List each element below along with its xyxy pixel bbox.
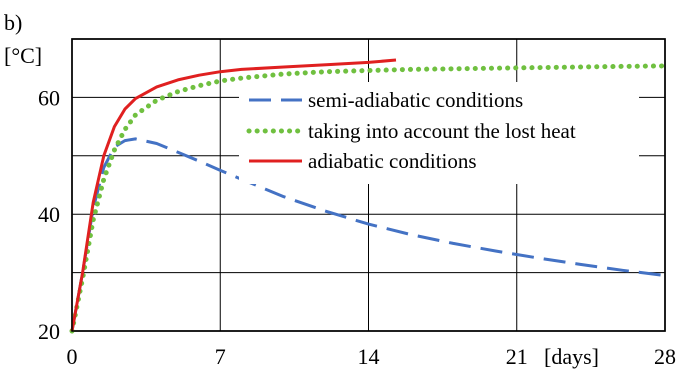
y-tick-label: 20 — [38, 319, 60, 344]
y-tick-label: 60 — [38, 85, 60, 110]
legend-box — [239, 82, 639, 184]
y-tick-label: 40 — [38, 202, 60, 227]
x-axis-label: [days] — [544, 344, 599, 369]
legend-label-3: adiabatic conditions — [308, 149, 477, 173]
x-tick-labels: 0 7 14 21 28 — [67, 344, 677, 369]
legend-label-2: taking into account the lost heat — [308, 119, 576, 143]
x-tick-label: 14 — [358, 344, 380, 369]
x-tick-label: 28 — [654, 344, 676, 369]
x-axis-label-bg — [537, 334, 647, 374]
series-line-1 — [70, 137, 666, 332]
plot-frame — [71, 38, 666, 332]
y-tick-labels: 20 40 60 — [38, 85, 60, 344]
x-tick-label: 21 — [506, 344, 528, 369]
panel-label: b) — [4, 10, 22, 35]
series-group — [69, 58, 668, 334]
series-line-3 — [70, 58, 397, 332]
y-axis-label: [°C] — [4, 43, 42, 68]
series-line-2 — [69, 63, 668, 334]
legend-label-1: semi-adiabatic conditions — [308, 88, 523, 112]
legend: semi-adiabatic conditions taking into acc… — [239, 82, 639, 184]
x-tick-label: 7 — [215, 344, 226, 369]
x-tick-label: 0 — [67, 344, 78, 369]
